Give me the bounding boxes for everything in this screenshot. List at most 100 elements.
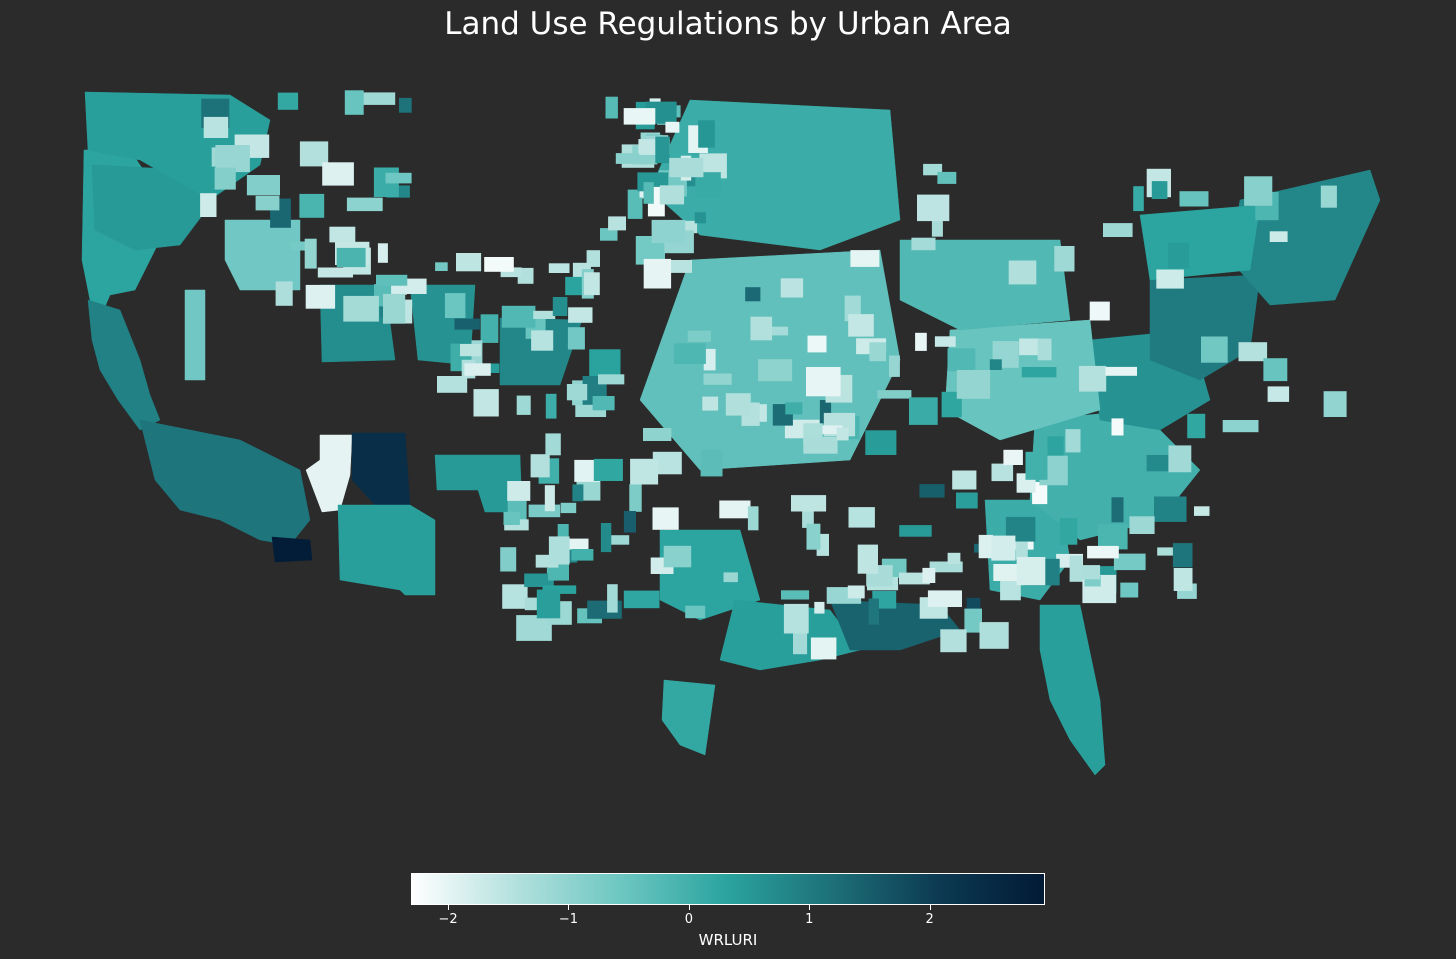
urban-area-cell [719, 500, 751, 519]
urban-area-cell [806, 367, 841, 397]
urban-area-cell [819, 400, 832, 424]
urban-area-cell [694, 212, 706, 224]
urban-area-cell [929, 561, 963, 573]
region-arizona-north [351, 432, 411, 506]
urban-area-cell [812, 425, 843, 435]
urban-area-cell [346, 197, 383, 212]
urban-area-map [81, 90, 1381, 776]
urban-area-cell [456, 253, 482, 272]
urban-area-cell [941, 391, 962, 418]
urban-area-cell [623, 511, 636, 533]
urban-area-cell [868, 598, 879, 625]
colorbar-gradient [411, 873, 1045, 905]
urban-area-cell [1054, 246, 1075, 272]
urban-area-cell [673, 343, 706, 364]
urban-area-cell [703, 373, 732, 385]
urban-area-cell [623, 590, 660, 609]
urban-area-cell [1019, 338, 1041, 356]
urban-area-cell [214, 167, 236, 190]
urban-area-cell [745, 287, 761, 302]
urban-area-cell [848, 314, 874, 337]
urban-area-cell [255, 195, 280, 211]
urban-area-cell [814, 601, 825, 614]
colorbar-tick [688, 905, 690, 910]
urban-area-cell [927, 590, 962, 607]
urban-area-cell [899, 572, 930, 585]
urban-area-cell [703, 348, 716, 371]
urban-area-cell [516, 395, 531, 415]
urban-area-cell [665, 121, 680, 133]
urban-area-cell [1146, 455, 1172, 472]
urban-area-cell [940, 629, 967, 653]
urban-area-cell [377, 243, 388, 263]
urban-area-cell [215, 145, 250, 173]
urban-area-cell [567, 327, 585, 350]
urban-area-cell [500, 267, 522, 278]
urban-area-cell [1032, 482, 1048, 505]
urban-area-cell [947, 552, 961, 565]
urban-area-cell [545, 433, 561, 456]
urban-area-cell [931, 207, 943, 237]
urban-area-cell [530, 454, 550, 478]
urban-area-cell [956, 370, 991, 399]
map-title: Land Use Regulations by Urban Area [444, 6, 1012, 42]
urban-area-cell [359, 92, 396, 105]
urban-area-cell [1320, 185, 1337, 208]
urban-area-cell [574, 459, 600, 482]
urban-area-cell [698, 120, 715, 148]
colorbar-tick [448, 905, 450, 910]
urban-area-cell [991, 463, 1014, 482]
urban-area-cell [566, 384, 588, 401]
urban-area-cell [1021, 367, 1057, 378]
urban-area-cell [376, 274, 408, 286]
urban-area-cell [1065, 429, 1081, 453]
urban-area-cell [652, 507, 679, 530]
urban-area-cell [1079, 365, 1107, 392]
urban-area-cell [917, 194, 950, 222]
region-san-diego [271, 536, 313, 563]
urban-area-cell [1151, 181, 1168, 199]
urban-area-cell [699, 427, 736, 440]
urban-area-cell [516, 615, 552, 641]
urban-area-cell [850, 250, 880, 267]
urban-area-cell [343, 295, 379, 322]
urban-area-cell [979, 622, 1009, 649]
region-bay-area [87, 299, 161, 431]
region-denver [499, 317, 583, 386]
region-phoenix [337, 504, 436, 596]
urban-area-cell [1008, 260, 1037, 285]
urban-area-cell [277, 92, 299, 110]
urban-area-cell [593, 458, 623, 481]
urban-area-cell [454, 318, 480, 330]
urban-area-cell [747, 506, 759, 531]
urban-area-cell [572, 484, 584, 502]
urban-area-cell [623, 108, 656, 125]
region-nevada-north [184, 289, 206, 381]
urban-area-cell [603, 535, 630, 545]
region-los-angeles [139, 419, 311, 546]
urban-area-cell [605, 96, 618, 119]
urban-area-cell [934, 336, 956, 347]
urban-area-cell [385, 172, 412, 184]
urban-area-cell [200, 193, 217, 217]
urban-area-cell [877, 390, 912, 399]
urban-area-cell [923, 163, 943, 176]
urban-area-cell [1037, 338, 1052, 361]
urban-area-cell [911, 237, 936, 251]
urban-area-cell [1087, 545, 1119, 559]
urban-area-cell [600, 523, 612, 553]
urban-area-cell [919, 484, 945, 498]
urban-area-cell [444, 293, 466, 318]
urban-area-cell [399, 97, 412, 113]
urban-area-cell [1187, 413, 1206, 439]
urban-area-cell [548, 536, 570, 565]
region-las-vegas [305, 434, 353, 513]
colorbar-label: WRLURI [698, 931, 758, 949]
urban-area-cell [978, 534, 993, 559]
urban-area-cell [344, 90, 364, 115]
urban-area-cell [1168, 242, 1190, 269]
urban-area-cell [598, 374, 625, 385]
urban-area-cell [1111, 418, 1124, 436]
urban-area-cell [847, 585, 865, 599]
urban-area-cell [484, 257, 514, 272]
